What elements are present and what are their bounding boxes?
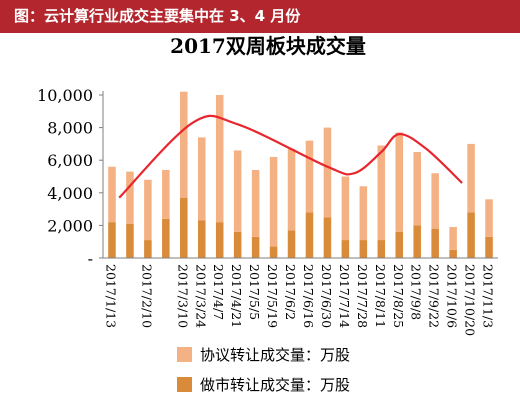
y-tick-label: - — [88, 249, 93, 268]
bar-market-making — [197, 220, 206, 258]
x-tick-label: 2017/10/20 — [463, 264, 478, 336]
bar-agreement-transfer — [180, 91, 188, 198]
legend-label: 做市转让成交量：万股 — [200, 376, 350, 394]
x-tick-label: 2017/7/14 — [337, 264, 352, 328]
y-tick-label: 2,000 — [47, 216, 93, 235]
x-tick-label: 2017/11/3 — [481, 264, 496, 328]
legend-label: 协议转让成交量：万股 — [200, 346, 350, 364]
y-axis: - 2,000 4,000 6,000 8,000 10,000 — [37, 86, 104, 268]
bar-market-making — [305, 212, 314, 258]
bar-market-making — [287, 230, 296, 258]
bar-market-making — [449, 249, 457, 258]
x-tick-label: 2017/9/22 — [427, 264, 442, 328]
bar-market-making — [377, 240, 386, 258]
bar-agreement-transfer — [377, 145, 386, 241]
annotation-curve-layer — [118, 114, 463, 199]
bar-agreement-transfer — [162, 169, 170, 219]
bar-agreement-transfer — [108, 166, 116, 223]
x-axis: 2017/1/13 2017/2/10 2017/3/10 2017/3/24 2017… — [103, 257, 498, 336]
bar-market-making — [413, 225, 421, 258]
y-tick-label: 8,000 — [47, 119, 93, 138]
bars-layer — [108, 91, 493, 258]
bar-market-making — [359, 240, 368, 258]
x-tick-label: 2017/2/10 — [139, 264, 154, 328]
bar-agreement-transfer — [269, 156, 278, 247]
legend-item-agreement-transfer: 协议转让成交量：万股 — [177, 346, 350, 364]
bar-market-making — [180, 197, 188, 258]
bar-agreement-transfer — [431, 173, 439, 229]
figure-caption-banner: 图：云计算行业成交主要集中在 3、4 月份 — [0, 0, 520, 33]
bar-market-making — [108, 222, 116, 258]
bar-agreement-transfer — [485, 199, 493, 237]
x-tick-label: 2017/4/7 — [211, 264, 226, 320]
bar-agreement-transfer — [126, 171, 134, 224]
x-tick-label: 2017/3/10 — [175, 264, 190, 328]
bar-agreement-transfer — [467, 143, 475, 213]
bar-market-making — [126, 223, 134, 258]
bar-market-making — [162, 218, 170, 258]
bar-agreement-transfer — [144, 179, 152, 241]
x-tick-label: 2017/9/8 — [409, 264, 424, 320]
bar-chart: 2017双周板块成交量 -2,0004,0006,0008,00010,000 … — [37, 34, 498, 394]
chart-title: 2017双周板块成交量 — [170, 34, 366, 58]
bar-agreement-transfer — [323, 127, 332, 218]
bar-market-making — [215, 222, 224, 258]
bar-market-making — [323, 217, 332, 258]
bar-market-making — [467, 212, 475, 258]
x-tick-label: 2017/7/28 — [355, 264, 370, 328]
x-tick-label: 2017/1/13 — [103, 264, 118, 328]
trend-annotation-curve — [118, 114, 463, 199]
chart-area: 2017双周板块成交量 -2,000 4,000 6,000 8,000 10,000 … — [0, 33, 520, 409]
bar-agreement-transfer — [449, 227, 457, 250]
bar-agreement-transfer — [395, 132, 404, 232]
y-tick-label: 10,000 — [37, 86, 93, 105]
bar-agreement-transfer — [251, 169, 260, 237]
bar-agreement-transfer — [359, 186, 368, 241]
x-tick-label: 2017/8/11 — [373, 264, 388, 328]
x-tick-label: 2017/3/24 — [193, 264, 208, 328]
x-tick-label: 2017/4/21 — [229, 264, 244, 328]
x-tick-label: 2017/5/19 — [265, 264, 280, 328]
legend-swatch — [177, 377, 192, 392]
bar-market-making — [485, 236, 493, 258]
legend-item-market-making: 做市转让成交量：万股 — [177, 376, 350, 394]
bar-market-making — [144, 240, 152, 258]
x-tick-label: 2017/5/5 — [247, 264, 262, 320]
x-tick-label: 2017/6/16 — [301, 264, 316, 328]
bar-market-making — [341, 240, 350, 258]
bar-agreement-transfer — [413, 152, 421, 226]
x-tick-label: 2017/6/2 — [283, 264, 298, 320]
bar-market-making — [269, 246, 278, 258]
bar-market-making — [251, 236, 260, 258]
bar-agreement-transfer — [341, 176, 350, 241]
bar-agreement-transfer — [233, 150, 242, 232]
bar-agreement-transfer — [197, 137, 206, 221]
x-tick-label: 2017/6/30 — [319, 264, 334, 328]
bar-market-making — [395, 231, 404, 258]
bar-agreement-transfer — [287, 148, 296, 231]
y-tick-label: 6,000 — [47, 151, 93, 170]
bar-agreement-transfer — [215, 95, 224, 223]
x-tick-label: 2017/10/6 — [445, 264, 460, 328]
bar-market-making — [431, 228, 439, 258]
bar-agreement-transfer — [305, 140, 314, 213]
x-tick-label: 2017/8/25 — [391, 264, 406, 328]
legend-swatch — [177, 347, 192, 362]
y-tick-label: 4,000 — [47, 184, 93, 203]
bar-market-making — [233, 231, 242, 258]
